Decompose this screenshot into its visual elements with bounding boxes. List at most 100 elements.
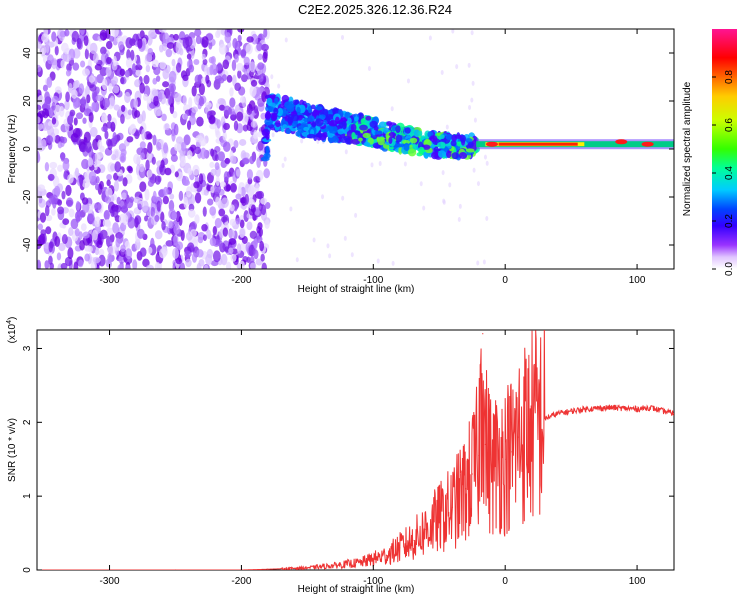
noise-blob	[222, 141, 231, 153]
noise-blob	[73, 261, 79, 269]
top-x-tick-label: -300	[100, 275, 120, 286]
noise-blob	[194, 192, 202, 204]
noise-blob	[155, 75, 161, 82]
noise-speck	[471, 80, 475, 86]
noise-blob	[253, 175, 260, 183]
bottom-y-axis-label: SNR (10 * v/v)	[7, 418, 18, 482]
noise-blob	[152, 134, 157, 146]
noise-blob	[133, 207, 140, 215]
noise-blob	[51, 101, 56, 111]
noise-blob	[135, 69, 142, 77]
noise-blob	[208, 115, 216, 125]
noise-blob	[131, 63, 137, 75]
noise-speck	[448, 182, 452, 188]
signal-blob	[374, 130, 379, 135]
noise-blob	[249, 256, 255, 265]
noise-blob	[218, 240, 223, 248]
noise-speck	[376, 258, 380, 264]
noise-blob	[212, 225, 218, 235]
noise-blob	[145, 159, 150, 172]
noise-blob	[236, 62, 244, 72]
signal-blob	[395, 134, 403, 143]
noise-blob	[256, 42, 263, 52]
signal-blob	[275, 120, 281, 128]
noise-blob	[129, 196, 135, 203]
noise-blob	[82, 202, 90, 214]
y-multiplier-base: (x10	[7, 323, 18, 343]
noise-blob	[174, 143, 182, 152]
noise-speck	[281, 162, 285, 168]
noise-blob	[218, 104, 226, 111]
signal-blob	[274, 97, 279, 105]
snr-point	[504, 458, 506, 460]
noise-blob	[221, 197, 229, 208]
noise-blob	[186, 53, 192, 60]
signal-blob	[315, 132, 323, 138]
signal-blob	[277, 107, 283, 117]
noise-blob	[84, 48, 89, 60]
noise-blob	[147, 47, 154, 57]
noise-blob	[147, 246, 153, 254]
noise-blob	[59, 106, 65, 118]
noise-blob	[158, 29, 167, 33]
noise-blob	[173, 123, 179, 136]
colorbar-tick-label: 0.8	[724, 70, 735, 84]
noise-speck	[473, 117, 477, 123]
bottom-x-tick-label: -100	[363, 576, 383, 587]
colorbar: 0.0 0.2 0.4 0.6 0.8 Normalized spectral ampl…	[682, 29, 737, 276]
noise-blob	[174, 171, 179, 178]
noise-blob	[183, 196, 189, 209]
noise-blob	[134, 64, 143, 71]
signal-blob	[414, 129, 420, 138]
noise-blob	[168, 220, 174, 229]
colorbar-tick-label: 0.2	[724, 214, 735, 228]
noise-speck	[422, 205, 426, 211]
colorbar-ticks: 0.0 0.2 0.4 0.6 0.8	[712, 70, 735, 276]
signal-blob	[391, 124, 396, 132]
noise-blob	[79, 144, 87, 153]
noise-blob	[45, 41, 50, 54]
colorbar-tick-label: 0.4	[724, 166, 735, 180]
noise-blob	[175, 257, 183, 265]
noise-blob	[94, 183, 100, 191]
bottom-x-tick-label: -300	[100, 576, 120, 587]
noise-blob	[85, 140, 92, 153]
signal-blob	[362, 132, 371, 139]
noise-blob	[122, 214, 129, 226]
noise-speck	[485, 160, 489, 166]
noise-blob	[216, 29, 222, 36]
noise-blob	[244, 193, 249, 205]
noise-blob	[112, 207, 119, 218]
noise-blob	[78, 259, 84, 268]
noise-blob	[213, 183, 222, 195]
noise-blob	[76, 136, 81, 146]
noise-speck	[378, 161, 382, 167]
noise-blob	[39, 212, 47, 223]
signal-blob	[271, 113, 278, 121]
noise-blob	[172, 247, 180, 259]
noise-blob	[87, 157, 94, 167]
noise-blob	[48, 108, 54, 118]
noise-blob	[232, 37, 238, 49]
noise-blob	[207, 198, 214, 206]
top-x-axis-label: Height of straight line (km)	[298, 284, 415, 295]
noise-blob	[92, 229, 98, 241]
noise-blob	[211, 149, 218, 162]
noise-blob	[88, 75, 96, 83]
noise-blob	[243, 56, 250, 66]
snr-point	[673, 412, 674, 415]
noise-blob	[141, 128, 146, 141]
snr-point	[465, 488, 467, 490]
noise-blob	[121, 192, 127, 200]
noise-blob	[201, 223, 208, 232]
noise-blob	[65, 197, 74, 208]
noise-blob	[212, 250, 221, 263]
noise-blob	[45, 135, 54, 144]
noise-speck	[403, 161, 407, 167]
noise-blob	[190, 221, 198, 231]
signal-blob	[351, 132, 356, 139]
snr-point	[412, 539, 414, 542]
noise-blob	[245, 43, 253, 55]
noise-blob	[146, 150, 152, 162]
noise-blob	[72, 62, 80, 71]
